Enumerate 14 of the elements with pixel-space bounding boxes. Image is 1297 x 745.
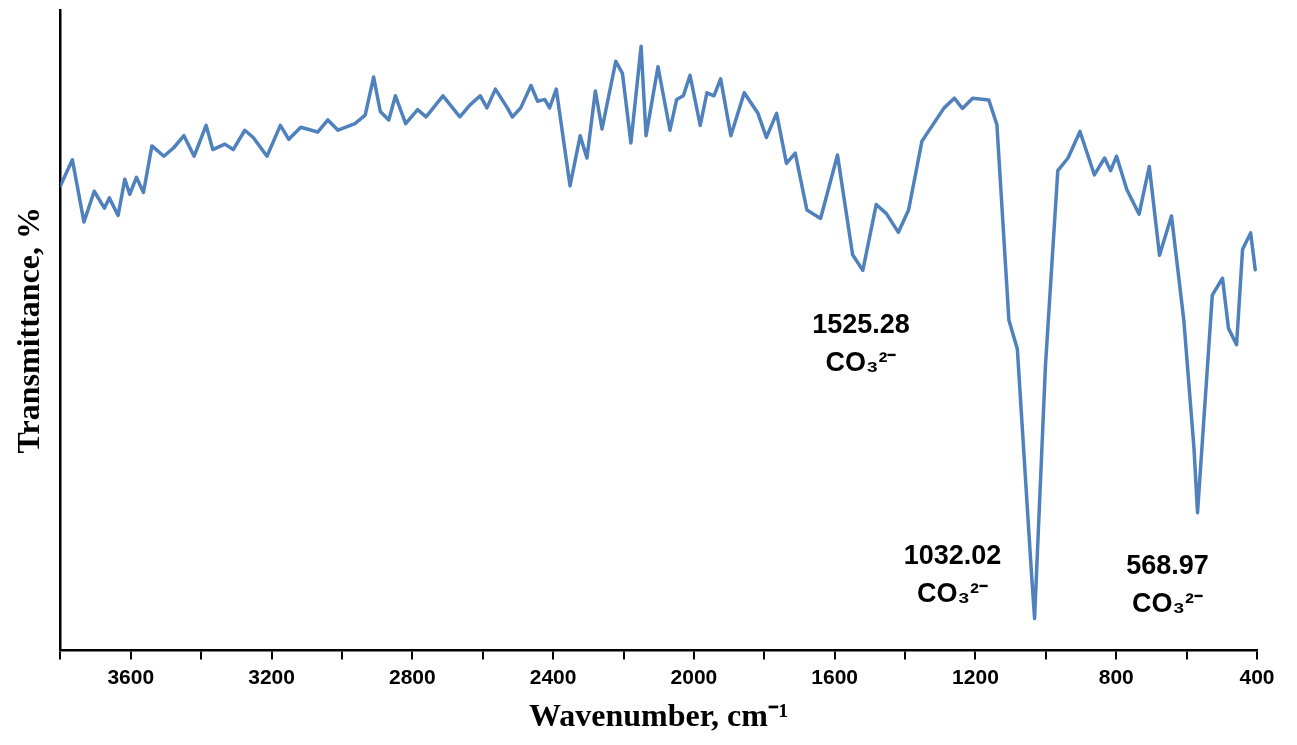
x-tick-label: 1600 <box>811 664 859 688</box>
x-tick-label: 400 <box>1239 664 1275 688</box>
annotation: 568.97 CO₃²⁻ <box>1126 549 1209 618</box>
x-tick-label: 2000 <box>670 664 718 688</box>
y-axis-title: Transmittance, % <box>10 206 47 454</box>
x-tick-label: 3200 <box>248 664 295 688</box>
x-tick-label: 800 <box>1098 664 1134 688</box>
x-tick-label: 3600 <box>107 664 155 688</box>
x-axis-title: Wavenumber, cm⁻¹ <box>529 697 789 734</box>
annotation: 1525.28 CO₃²⁻ <box>812 309 910 378</box>
x-tick-label: 2800 <box>388 664 436 688</box>
x-tick-label: 1200 <box>952 664 999 688</box>
x-tick-label: 2400 <box>529 664 577 688</box>
annotation: 1032.02 CO₃²⁻ <box>903 540 1002 609</box>
